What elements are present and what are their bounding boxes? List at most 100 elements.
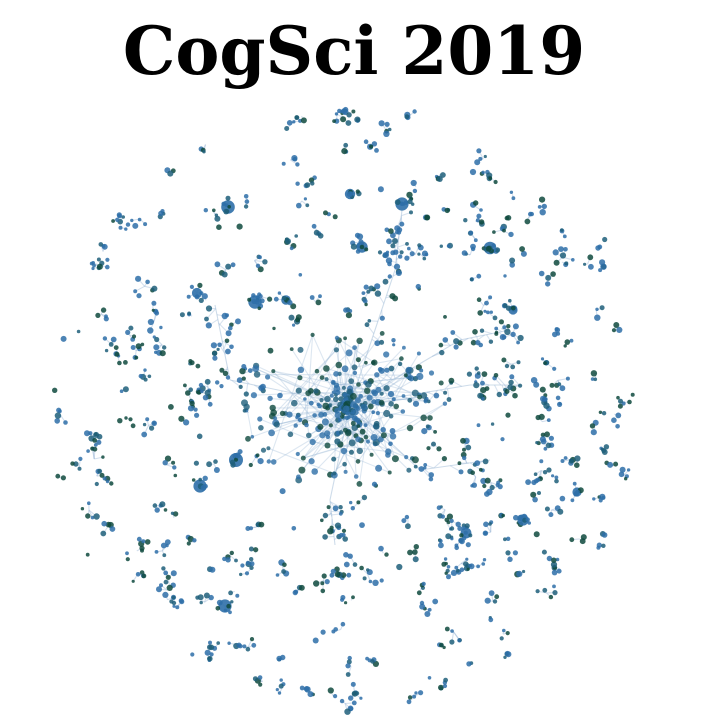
node [96, 433, 103, 440]
node [356, 337, 363, 344]
node [189, 400, 195, 407]
node [104, 348, 109, 353]
node [503, 655, 507, 659]
node [571, 258, 575, 262]
node [236, 377, 243, 383]
node [482, 530, 489, 536]
node [444, 561, 448, 566]
node [462, 455, 467, 461]
node [465, 542, 471, 548]
node [416, 351, 421, 356]
node [444, 207, 450, 214]
edge [303, 434, 385, 459]
node [358, 239, 364, 245]
node [270, 459, 277, 465]
node [304, 686, 311, 693]
node [486, 488, 493, 496]
node [446, 244, 451, 248]
node [170, 511, 175, 515]
node [249, 561, 255, 567]
node [244, 571, 250, 576]
node [279, 410, 286, 417]
node [124, 416, 128, 420]
node [590, 377, 595, 381]
node [135, 572, 141, 577]
node [130, 345, 136, 350]
node [54, 412, 62, 419]
node [288, 314, 295, 321]
node [281, 569, 286, 574]
node [618, 471, 625, 478]
node [323, 365, 330, 372]
node [413, 464, 418, 469]
node [509, 190, 514, 194]
node [343, 552, 349, 558]
edge [268, 334, 314, 462]
node [382, 278, 389, 285]
node [364, 387, 371, 394]
node [407, 246, 411, 251]
node [298, 273, 303, 277]
node [226, 603, 231, 609]
node [160, 542, 167, 549]
node [421, 428, 428, 435]
node [255, 263, 261, 268]
node [548, 594, 554, 600]
node [125, 551, 129, 556]
node [618, 398, 623, 404]
node [297, 417, 303, 423]
node [242, 644, 247, 649]
node [338, 396, 344, 402]
node [96, 263, 103, 270]
node [297, 346, 304, 353]
edge [291, 348, 353, 444]
node [164, 539, 171, 545]
node [159, 583, 163, 588]
node [121, 215, 125, 219]
node [465, 557, 469, 561]
node [137, 217, 142, 222]
edge [459, 329, 511, 341]
node [252, 676, 258, 682]
node [353, 417, 359, 423]
edge [305, 334, 314, 426]
edge [336, 337, 375, 364]
node [338, 430, 344, 435]
node [243, 391, 249, 397]
node [257, 306, 262, 311]
node [194, 294, 200, 300]
node [153, 344, 160, 351]
node [249, 526, 253, 531]
node [502, 303, 508, 308]
node [319, 398, 324, 403]
node [379, 339, 385, 345]
node [499, 636, 504, 641]
node [512, 392, 518, 399]
node [433, 392, 440, 399]
node [406, 424, 414, 432]
node [313, 229, 320, 236]
node [420, 392, 428, 399]
node [468, 564, 472, 568]
node [474, 159, 481, 166]
node [373, 423, 380, 430]
node [233, 457, 239, 462]
node [90, 515, 95, 520]
node [204, 389, 211, 396]
node [417, 243, 422, 248]
node [454, 565, 459, 570]
node [172, 604, 176, 608]
node [294, 234, 299, 238]
node [595, 245, 601, 251]
node [351, 690, 358, 697]
node [221, 201, 226, 206]
node [332, 471, 337, 476]
node [412, 549, 418, 555]
node [563, 247, 568, 252]
node [171, 460, 176, 465]
node [330, 379, 336, 385]
node [196, 433, 203, 440]
node [149, 425, 155, 431]
node [326, 505, 331, 510]
node [545, 442, 552, 449]
